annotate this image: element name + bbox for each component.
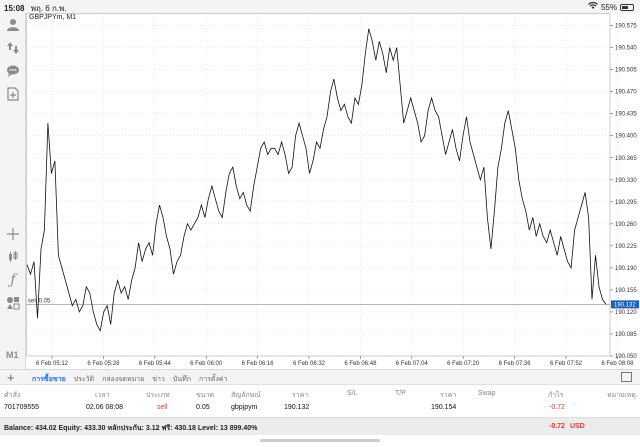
chat-icon[interactable] [4, 62, 22, 80]
current-price-tag [611, 300, 639, 309]
balance-bar: Balance: 434.02 Equity: 433.30 หลักประกั… [0, 417, 640, 435]
x-tick-label: 6 Feb 08:08 [601, 361, 634, 367]
y-tick-label: 190.155 [615, 288, 637, 294]
column-header: กำไร [548, 392, 564, 399]
profit-currency: USD [570, 423, 585, 430]
order-open-price: 190.132 [284, 404, 310, 411]
order-line-label: sell 0.05 [28, 298, 51, 304]
balance-summary: Balance: 434.02 Equity: 433.30 หลักประกั… [4, 425, 258, 432]
y-tick-label: 190.120 [615, 310, 637, 316]
tab-3[interactable]: ข่าว [152, 376, 165, 383]
total-profit: -0.72 [549, 423, 565, 430]
y-tick-label: 190.575 [615, 24, 637, 30]
status-bar: 15:08 พฤ. 6 ก.พ. 55% [0, 0, 640, 13]
plot-frame [26, 13, 611, 357]
x-tick-label: 6 Feb 06:16 [242, 361, 275, 367]
column-header: ราคา [292, 392, 309, 399]
y-tick-label: 190.540 [615, 46, 637, 52]
status-left: 15:08 พฤ. 6 ก.พ. [4, 2, 67, 15]
y-tick-label: 190.470 [615, 90, 637, 96]
x-tick-label: 6 Feb 05:12 [36, 361, 69, 367]
y-tick-label: 190.330 [615, 178, 637, 184]
x-tick-label: 6 Feb 06:32 [293, 361, 326, 367]
column-header: คำสั่ง [4, 392, 21, 399]
tab-2[interactable]: กล่องจดหมาย [102, 376, 145, 383]
expand-panel-icon[interactable] [621, 372, 632, 382]
tab-4[interactable]: บันทึก [172, 376, 191, 383]
objects-icon[interactable] [4, 294, 22, 312]
new-order-icon[interactable] [4, 85, 22, 103]
column-header: ประเภท [146, 392, 170, 399]
x-tick-label: 6 Feb 05:28 [87, 361, 120, 367]
y-tick-label: 190.505 [615, 68, 637, 74]
add-icon[interactable]: + [7, 370, 15, 385]
status-right: 55% [587, 1, 634, 12]
order-symbol: gbpjpym [231, 404, 258, 411]
chart-area[interactable]: 190.575 190.540 190.505 190.470 190.435 190.4… [26, 13, 640, 369]
table-row[interactable]: 701709555 02.06 08:08 sell 0.05 gbpjpym … [0, 402, 640, 416]
chart-type-icon[interactable] [4, 248, 22, 266]
column-header: สัญลักษณ์ [231, 392, 261, 399]
crosshair-icon[interactable] [4, 225, 22, 243]
x-tick-label: 6 Feb 06:48 [344, 361, 377, 367]
trade-table-header: คำสั่ง เวลา ประเภท ขนาด สัญลักษณ์ ราคา S/L T/P ร… [0, 388, 640, 402]
current-price-label: 190.132 [614, 302, 636, 308]
tab-1[interactable]: ประวัติ [73, 376, 95, 383]
column-header: เวลา [95, 392, 110, 399]
left-toolbar: ƒ M1 [0, 13, 26, 369]
y-tick-label: 190.365 [615, 156, 637, 162]
terminal-tabs-bar: + การซื้อขาย ประวัติ กล่องจดหมาย ข่าว บันทึก… [0, 369, 640, 385]
order-ticket: 701709555 [4, 404, 40, 411]
column-header: Swap [478, 390, 496, 397]
home-bar [0, 435, 640, 447]
tab-0[interactable]: การซื้อขาย [32, 376, 66, 383]
status-time: 15:08 [4, 4, 25, 13]
column-header: T/P [395, 390, 406, 397]
trade-icon[interactable] [4, 39, 22, 57]
terminal-tabs: การซื้อขาย ประวัติ กล่องจดหมาย ข่าว บันทึก กา… [32, 374, 227, 385]
x-tick-label: 6 Feb 07:04 [396, 361, 429, 367]
order-current-price: 190.154 [431, 404, 457, 411]
y-tick-label: 190.050 [615, 354, 637, 360]
price-series-line [26, 28, 607, 332]
tab-5[interactable]: การตั้งค่า [198, 376, 228, 383]
home-indicator[interactable] [260, 439, 380, 442]
x-tick-label: 6 Feb 07:20 [447, 361, 480, 367]
chart-title: GBPJPYm, M1 [29, 14, 77, 21]
y-tick-label: 190.225 [615, 244, 637, 250]
column-header: ขนาด [196, 392, 215, 399]
column-header: หมายเหตุ [607, 392, 636, 399]
timeframe-button[interactable]: M1 [6, 350, 19, 360]
y-tick-label: 190.085 [615, 332, 637, 338]
y-tick-label: 190.295 [615, 200, 637, 206]
column-header: ราคา [440, 392, 457, 399]
order-time: 02.06 08:08 [86, 404, 123, 411]
x-tick-label: 6 Feb 06:00 [190, 361, 223, 367]
y-tick-label: 190.260 [615, 222, 637, 228]
x-tick-label: 6 Feb 05:44 [139, 361, 172, 367]
y-tick-label: 190.190 [615, 266, 637, 272]
indicator-icon[interactable]: ƒ [10, 272, 16, 288]
y-tick-label: 190.435 [615, 112, 637, 118]
x-tick-label: 6 Feb 07:52 [550, 361, 583, 367]
order-volume: 0.05 [196, 404, 210, 411]
order-profit: -0.72 [549, 404, 565, 411]
wifi-icon [587, 1, 598, 12]
x-tick-label: 6 Feb 07:36 [499, 361, 532, 367]
price-chart[interactable]: 190.575 190.540 190.505 190.470 190.435 190.4… [26, 13, 640, 369]
y-tick-label: 190.400 [615, 134, 637, 140]
order-type: sell [157, 404, 168, 411]
account-icon[interactable] [4, 16, 22, 34]
status-date: พฤ. 6 ก.พ. [30, 4, 67, 13]
battery-icon [620, 3, 634, 11]
column-header: S/L [347, 390, 358, 397]
battery-percent: 55% [600, 2, 617, 12]
